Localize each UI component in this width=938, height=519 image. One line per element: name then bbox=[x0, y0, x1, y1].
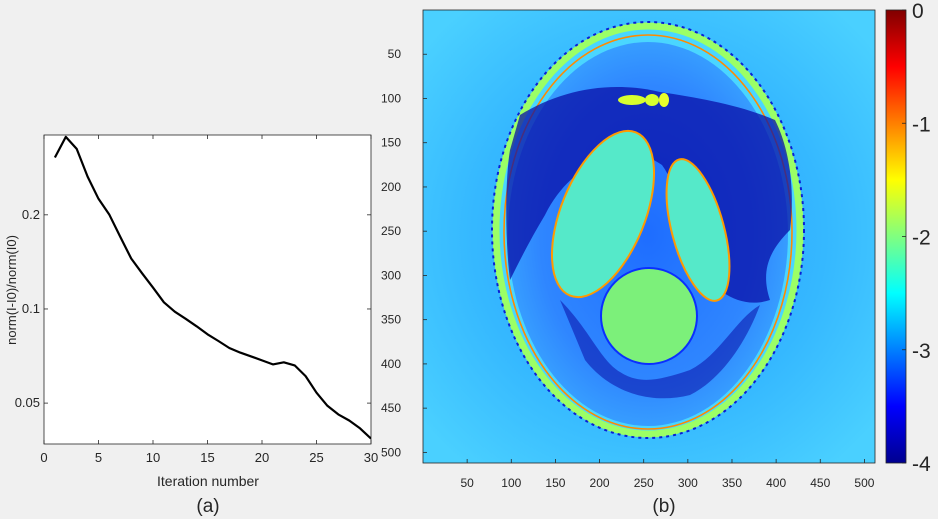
x-tick-label: 300 bbox=[678, 476, 698, 490]
series-line bbox=[53, 135, 371, 440]
region-left-ellipse bbox=[550, 129, 656, 299]
region-top-small-blobs bbox=[618, 93, 669, 107]
y-tick-label: 450 bbox=[381, 401, 401, 415]
x-tick-label: 500 bbox=[854, 476, 874, 490]
heatmap-frame bbox=[422, 9, 876, 464]
x-tick-label: 50 bbox=[460, 476, 474, 490]
edge-outer-inner bbox=[503, 34, 793, 430]
x-tick-label: 0 bbox=[40, 450, 47, 465]
x-tick-label: 100 bbox=[501, 476, 521, 490]
x-axis-label-a: Iteration number bbox=[157, 473, 259, 489]
colorbar-tick-label: -3 bbox=[912, 340, 931, 363]
y-tick-label: 100 bbox=[381, 91, 401, 105]
y-axis-label-a: norm(I-I0)/norm(I0) bbox=[4, 235, 19, 345]
y-tick-label: 50 bbox=[388, 47, 402, 61]
y-ticks-a: 0.05 0.1 0.2 bbox=[15, 207, 371, 410]
x-tick-label: 25 bbox=[309, 450, 323, 465]
x-tick-label: 15 bbox=[200, 450, 214, 465]
x-tick-label: 450 bbox=[810, 476, 830, 490]
panel-label-a: (a) bbox=[196, 496, 219, 517]
panel-a: 0 5 10 15 20 25 30 0.05 0.1 0.2 Iteration number… bbox=[4, 134, 378, 517]
y-tick-label: 0.2 bbox=[22, 207, 40, 222]
x-tick-label: 30 bbox=[364, 450, 378, 465]
y-tick-label: 150 bbox=[381, 136, 401, 150]
y-tick-label: 400 bbox=[381, 357, 401, 371]
region-dark-streaks-lower bbox=[560, 300, 760, 399]
x-tick-label: 400 bbox=[766, 476, 786, 490]
y-tick-label: 0.05 bbox=[15, 395, 40, 410]
y-tick-label: 300 bbox=[381, 268, 401, 282]
region-bottom-circle bbox=[600, 267, 698, 365]
x-tick-label: 200 bbox=[590, 476, 610, 490]
edge-outer bbox=[491, 21, 805, 439]
x-tick-label: 10 bbox=[146, 450, 160, 465]
y-tick-label: 0.1 bbox=[22, 301, 40, 316]
x-tick-label: 150 bbox=[545, 476, 565, 490]
y-tick-label: 350 bbox=[381, 313, 401, 327]
colorbar-tick-label: -2 bbox=[912, 227, 931, 250]
x-tick-label: 5 bbox=[95, 450, 102, 465]
x-tick-label: 350 bbox=[722, 476, 742, 490]
colorbar-tick-label: -4 bbox=[912, 453, 931, 476]
y-ticks-b: 50 100 150 200 250 300 350 400 450 500 bbox=[381, 47, 427, 459]
colorbar-tick-label: -1 bbox=[912, 113, 931, 136]
x-tick-label: 20 bbox=[255, 450, 269, 465]
region-right-ellipse bbox=[665, 158, 731, 302]
panel-label-b: (b) bbox=[652, 496, 675, 517]
x-tick-label: 250 bbox=[634, 476, 654, 490]
x-ticks-a: 0 5 10 15 20 25 30 bbox=[40, 135, 378, 465]
colorbar-ticks: 0 -1 -2 -3 -4 bbox=[902, 0, 931, 476]
y-tick-label: 500 bbox=[381, 445, 401, 459]
heatmap-image bbox=[423, 10, 875, 463]
y-tick-label: 250 bbox=[381, 224, 401, 238]
x-ticks-b: 50 100 150 200 250 300 350 400 450 500 bbox=[460, 459, 875, 490]
panel-b: 50 100 150 200 250 300 350 400 450 500 50 100 150 20… bbox=[381, 0, 931, 517]
colorbar-tick-label: 0 bbox=[912, 0, 924, 23]
y-tick-label: 200 bbox=[381, 180, 401, 194]
